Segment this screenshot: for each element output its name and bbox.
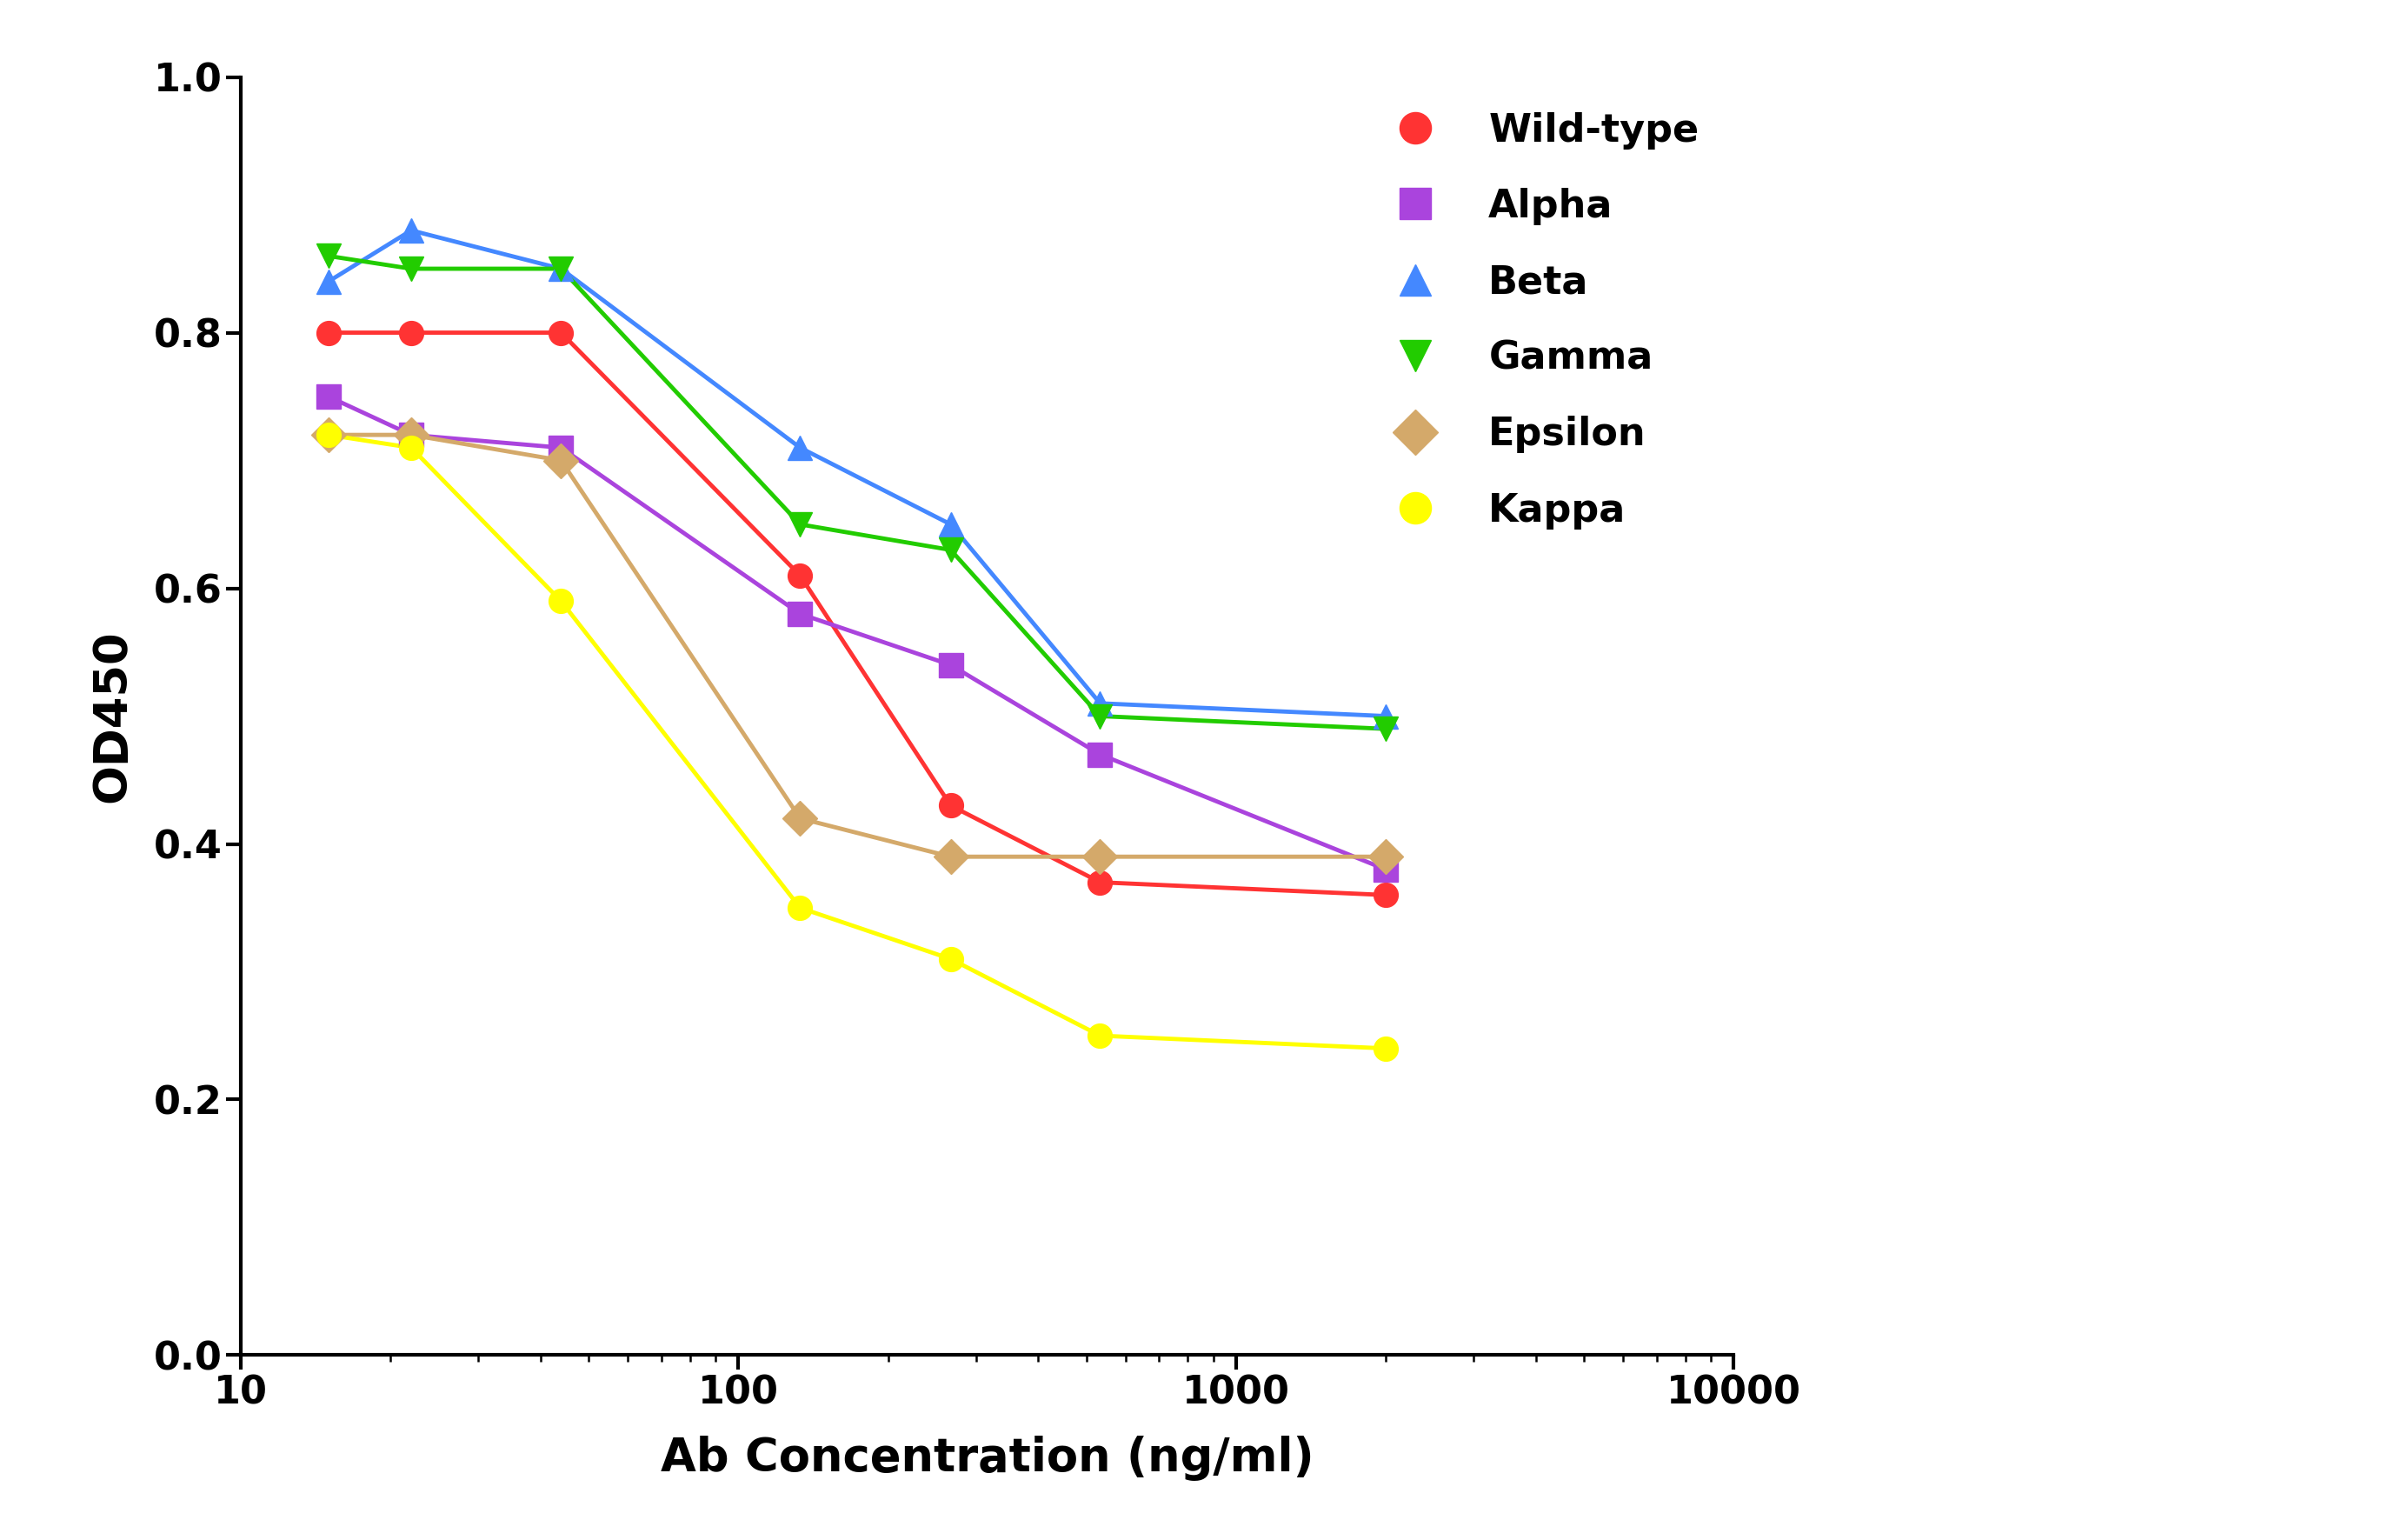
X-axis label: Ab Concentration (ng/ml): Ab Concentration (ng/ml) <box>660 1435 1315 1480</box>
Alpha <box>397 425 426 444</box>
Wild-type <box>1086 873 1115 892</box>
Alpha <box>785 605 814 624</box>
Gamma <box>785 516 814 534</box>
Kappa <box>785 899 814 918</box>
Gamma <box>1373 719 1401 738</box>
Gamma <box>937 541 966 559</box>
Kappa <box>547 591 576 610</box>
Beta <box>785 439 814 457</box>
Line: Gamma: Gamma <box>315 243 1399 741</box>
Epsilon <box>313 425 342 444</box>
Kappa <box>313 425 342 444</box>
Alpha <box>937 656 966 675</box>
Y-axis label: OD450: OD450 <box>89 630 135 802</box>
Alpha <box>1373 861 1401 879</box>
Wild-type <box>1373 885 1401 904</box>
Beta <box>397 222 426 240</box>
Gamma <box>547 260 576 279</box>
Epsilon <box>1086 847 1115 865</box>
Gamma <box>397 260 426 279</box>
Beta <box>313 273 342 291</box>
Beta <box>1086 695 1115 713</box>
Gamma <box>313 246 342 265</box>
Line: Wild-type: Wild-type <box>315 320 1399 907</box>
Epsilon <box>937 847 966 865</box>
Beta <box>547 260 576 279</box>
Line: Epsilon: Epsilon <box>315 424 1399 869</box>
Kappa <box>1373 1040 1401 1058</box>
Wild-type <box>785 567 814 585</box>
Epsilon <box>1373 847 1401 865</box>
Wild-type <box>313 323 342 342</box>
Gamma <box>1086 707 1115 725</box>
Alpha <box>313 388 342 407</box>
Beta <box>937 516 966 534</box>
Line: Kappa: Kappa <box>315 424 1399 1061</box>
Epsilon <box>785 808 814 827</box>
Kappa <box>1086 1027 1115 1046</box>
Line: Beta: Beta <box>315 219 1399 728</box>
Kappa <box>397 439 426 457</box>
Wild-type <box>547 323 576 342</box>
Line: Alpha: Alpha <box>315 385 1399 881</box>
Wild-type <box>397 323 426 342</box>
Kappa <box>937 950 966 969</box>
Beta <box>1373 707 1401 725</box>
Wild-type <box>937 796 966 815</box>
Legend: Wild-type, Alpha, Beta, Gamma, Epsilon, Kappa: Wild-type, Alpha, Beta, Gamma, Epsilon, … <box>1358 97 1714 545</box>
Alpha <box>547 439 576 457</box>
Alpha <box>1086 745 1115 764</box>
Epsilon <box>547 451 576 470</box>
Epsilon <box>397 425 426 444</box>
